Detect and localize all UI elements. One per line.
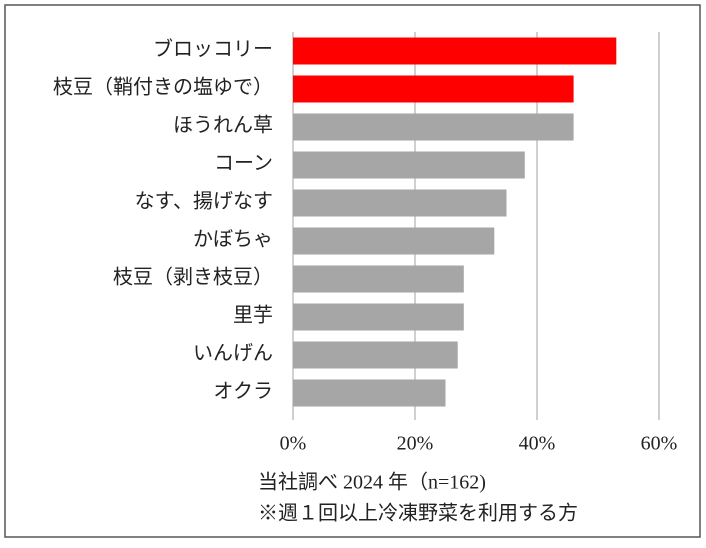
- y-tick-label: 枝豆（剥き枝豆）: [113, 266, 273, 289]
- y-tick-label: オクラ: [213, 380, 273, 403]
- bar: [293, 303, 464, 331]
- bar: [293, 75, 574, 103]
- y-tick-label: 枝豆（鞘付きの塩ゆで）: [53, 76, 273, 99]
- bar: [293, 341, 458, 369]
- bar: [293, 265, 464, 293]
- y-tick-label: ほうれん草: [173, 114, 273, 137]
- note: 当社調べ 2024 年（n=162): [258, 471, 486, 494]
- bar: [293, 113, 574, 141]
- x-tick-label: 60%: [641, 433, 678, 455]
- y-tick-label: なす、揚げなす: [135, 190, 273, 213]
- y-tick-label: ブロッコリー: [153, 37, 273, 61]
- bar: [293, 151, 525, 179]
- bar: [293, 227, 495, 255]
- bar: [293, 379, 446, 407]
- y-tick-label: 里芋: [233, 304, 273, 327]
- y-tick-label: かぼちゃ: [193, 228, 273, 251]
- x-tick-label: 40%: [519, 433, 556, 455]
- y-tick-label: いんげん: [193, 342, 273, 365]
- bar: [293, 37, 617, 65]
- frame: [4, 4, 701, 538]
- note: ※週１回以上冷凍野菜を利用する方: [258, 502, 578, 525]
- bar: [293, 189, 507, 217]
- x-tick-label: 20%: [397, 433, 434, 455]
- x-tick-label: 0%: [280, 433, 307, 455]
- y-tick-label: コーン: [214, 153, 273, 175]
